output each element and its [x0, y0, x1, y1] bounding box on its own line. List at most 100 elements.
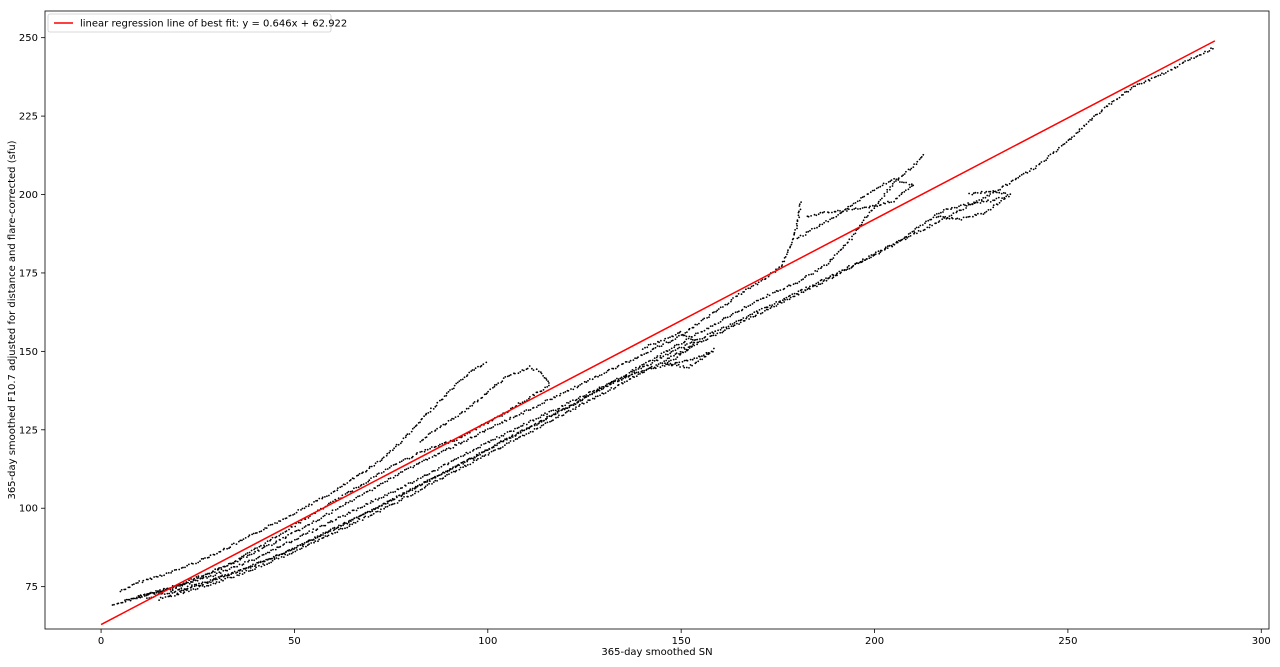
data-point — [670, 359, 672, 362]
data-point — [857, 208, 859, 210]
data-point — [402, 437, 405, 440]
data-point — [344, 483, 346, 486]
data-point — [263, 564, 266, 567]
data-point — [840, 271, 842, 274]
data-point — [593, 397, 596, 400]
data-point — [1170, 69, 1173, 71]
data-point — [392, 476, 395, 479]
data-point — [339, 505, 342, 508]
data-point — [962, 203, 965, 206]
data-point — [908, 183, 911, 186]
data-point — [743, 319, 746, 322]
data-point — [165, 572, 168, 575]
data-point — [681, 360, 684, 363]
data-point — [411, 427, 414, 430]
data-point — [254, 550, 256, 553]
data-point — [722, 330, 725, 333]
data-point — [616, 377, 618, 380]
data-point — [1189, 58, 1191, 61]
data-point — [343, 521, 346, 524]
data-point — [259, 561, 262, 564]
data-layer — [111, 47, 1214, 606]
data-point — [612, 382, 615, 385]
data-point — [370, 477, 372, 479]
data-point — [423, 415, 425, 418]
data-point — [1085, 123, 1088, 126]
data-point — [1062, 143, 1065, 146]
data-point — [472, 402, 475, 405]
data-point — [869, 205, 871, 208]
data-point — [374, 498, 377, 501]
data-point — [726, 303, 729, 306]
data-point — [482, 363, 485, 366]
data-point — [809, 229, 811, 232]
data-point — [403, 496, 405, 498]
data-point — [205, 575, 207, 578]
data-point — [635, 366, 637, 369]
data-point — [652, 347, 655, 350]
data-point — [531, 367, 533, 370]
data-point — [244, 553, 247, 556]
data-point — [331, 520, 334, 523]
data-point — [721, 318, 724, 321]
data-point — [430, 446, 433, 448]
data-point — [158, 599, 161, 601]
data-point — [151, 591, 154, 594]
data-point — [733, 324, 736, 327]
data-point — [820, 265, 823, 268]
data-point — [551, 414, 553, 417]
data-point — [479, 457, 482, 459]
data-point — [518, 426, 520, 429]
data-point — [322, 536, 325, 539]
data-point — [989, 193, 992, 195]
data-point — [378, 497, 380, 500]
data-point — [558, 407, 561, 410]
data-point — [238, 563, 241, 566]
data-point — [656, 355, 659, 357]
data-point — [408, 490, 410, 492]
data-point — [695, 361, 698, 364]
data-point — [917, 229, 920, 232]
data-point — [564, 411, 567, 414]
data-point — [284, 553, 287, 556]
data-point — [641, 363, 644, 366]
data-point — [626, 380, 628, 383]
data-point — [852, 202, 855, 205]
data-point — [1130, 87, 1133, 89]
data-point — [493, 385, 496, 388]
data-point — [519, 435, 522, 438]
data-point — [679, 350, 682, 353]
data-point — [700, 340, 703, 343]
data-point — [210, 581, 212, 584]
data-point — [539, 426, 542, 429]
data-point — [190, 578, 193, 580]
data-point — [959, 204, 962, 207]
data-point — [522, 422, 525, 425]
data-point — [480, 397, 483, 399]
data-point — [573, 385, 576, 388]
data-point — [829, 260, 831, 263]
data-point — [1116, 98, 1119, 100]
data-point — [117, 602, 120, 605]
data-point — [363, 492, 366, 495]
data-point — [195, 584, 198, 587]
data-point — [249, 569, 252, 572]
data-point — [1018, 175, 1021, 178]
data-point — [604, 392, 607, 394]
data-point — [290, 540, 293, 543]
y-tick-label: 125 — [19, 425, 38, 436]
data-point — [708, 316, 710, 319]
data-point — [820, 267, 822, 270]
data-point — [585, 394, 588, 396]
data-point — [407, 495, 409, 498]
data-point — [778, 266, 781, 269]
data-point — [901, 181, 903, 184]
data-point — [620, 379, 623, 381]
data-point — [547, 380, 549, 383]
data-point — [332, 529, 335, 532]
data-point — [308, 543, 310, 545]
data-point — [517, 431, 520, 434]
data-point — [417, 490, 420, 493]
data-point — [552, 409, 555, 412]
data-point — [665, 359, 668, 362]
